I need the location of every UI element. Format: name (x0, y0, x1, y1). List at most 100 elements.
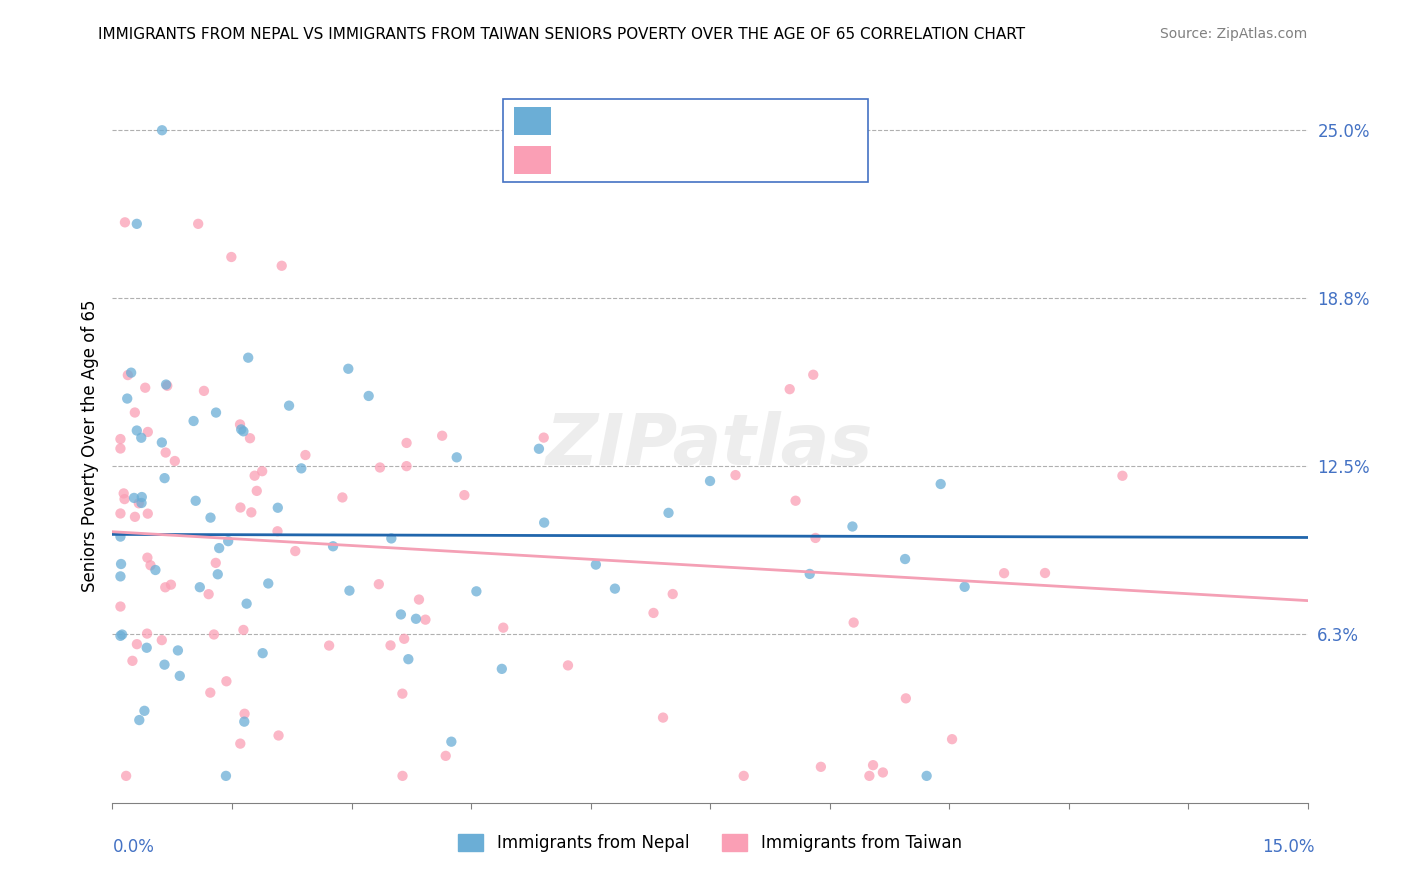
Point (128, 496, 150, 510)
Point (527, 442, 550, 456)
Point (117, 368, 139, 383)
Point (197, 587, 219, 601)
Point (156, 378, 179, 392)
Point (114, 492, 136, 507)
Point (603, 582, 626, 596)
Point (229, 737, 252, 751)
Point (112, 486, 135, 500)
FancyBboxPatch shape (515, 107, 551, 135)
Text: 0.0%: 0.0% (112, 838, 155, 855)
Point (238, 351, 260, 365)
Point (841, 519, 863, 533)
Point (110, 530, 132, 544)
Point (862, 758, 884, 772)
Point (533, 431, 555, 445)
Point (941, 732, 963, 747)
Point (150, 123, 173, 137)
Point (233, 714, 256, 729)
Text: Source: ZipAtlas.com: Source: ZipAtlas.com (1160, 27, 1308, 41)
Point (215, 674, 238, 689)
Point (120, 366, 142, 380)
Point (110, 507, 132, 521)
Point (193, 384, 215, 398)
Point (207, 567, 229, 582)
Point (585, 558, 607, 572)
Point (257, 576, 280, 591)
Point (357, 389, 380, 403)
Point (153, 657, 176, 672)
Point (121, 654, 143, 668)
Point (396, 652, 419, 666)
Point (188, 580, 211, 594)
Point (415, 613, 437, 627)
Point (111, 627, 134, 641)
Point (250, 464, 273, 478)
Point (202, 627, 225, 641)
Point (804, 531, 827, 545)
Point (184, 493, 207, 508)
Point (284, 544, 307, 558)
Point (110, 432, 132, 446)
Point (183, 414, 205, 428)
FancyBboxPatch shape (503, 99, 868, 182)
Point (235, 597, 257, 611)
Point (229, 500, 252, 515)
Text: N = 69: N = 69 (723, 113, 780, 128)
Point (136, 507, 159, 521)
Point (115, 769, 138, 783)
Point (229, 417, 252, 432)
Text: N = 89: N = 89 (723, 153, 780, 168)
Point (160, 577, 183, 591)
Point (491, 662, 513, 676)
Point (894, 691, 917, 706)
Point (661, 587, 683, 601)
Point (252, 646, 274, 660)
Point (122, 491, 145, 505)
Point (453, 488, 475, 502)
Point (801, 368, 824, 382)
Point (125, 637, 148, 651)
Text: R =: R = (567, 153, 595, 168)
Point (392, 632, 415, 646)
Point (231, 422, 253, 436)
Point (134, 381, 156, 395)
Point (239, 431, 262, 445)
Point (232, 425, 254, 439)
Point (724, 468, 747, 483)
Point (266, 524, 288, 539)
Point (290, 461, 312, 475)
Point (810, 760, 832, 774)
Point (953, 580, 976, 594)
Point (492, 621, 515, 635)
Point (131, 490, 153, 504)
Point (155, 377, 177, 392)
Point (391, 687, 413, 701)
Point (120, 69, 142, 83)
Point (125, 217, 148, 231)
Point (134, 704, 156, 718)
Point (205, 406, 228, 420)
Point (145, 563, 167, 577)
Point (657, 506, 679, 520)
Point (243, 468, 266, 483)
Point (391, 769, 413, 783)
Text: -0.111: -0.111 (641, 153, 695, 168)
Point (136, 550, 159, 565)
Point (779, 382, 801, 396)
Point (240, 505, 263, 519)
Point (115, 392, 138, 406)
Point (215, 769, 238, 783)
Point (389, 607, 412, 622)
Point (533, 516, 555, 530)
Point (167, 643, 190, 657)
Point (872, 765, 894, 780)
Point (155, 580, 177, 594)
Point (339, 583, 361, 598)
Point (368, 460, 391, 475)
Point (395, 459, 418, 474)
Y-axis label: Seniors Poverty Over the Age of 65: Seniors Poverty Over the Age of 65 (80, 300, 98, 592)
Point (395, 436, 418, 450)
Point (200, 510, 222, 524)
Point (993, 566, 1015, 581)
Point (858, 769, 880, 783)
